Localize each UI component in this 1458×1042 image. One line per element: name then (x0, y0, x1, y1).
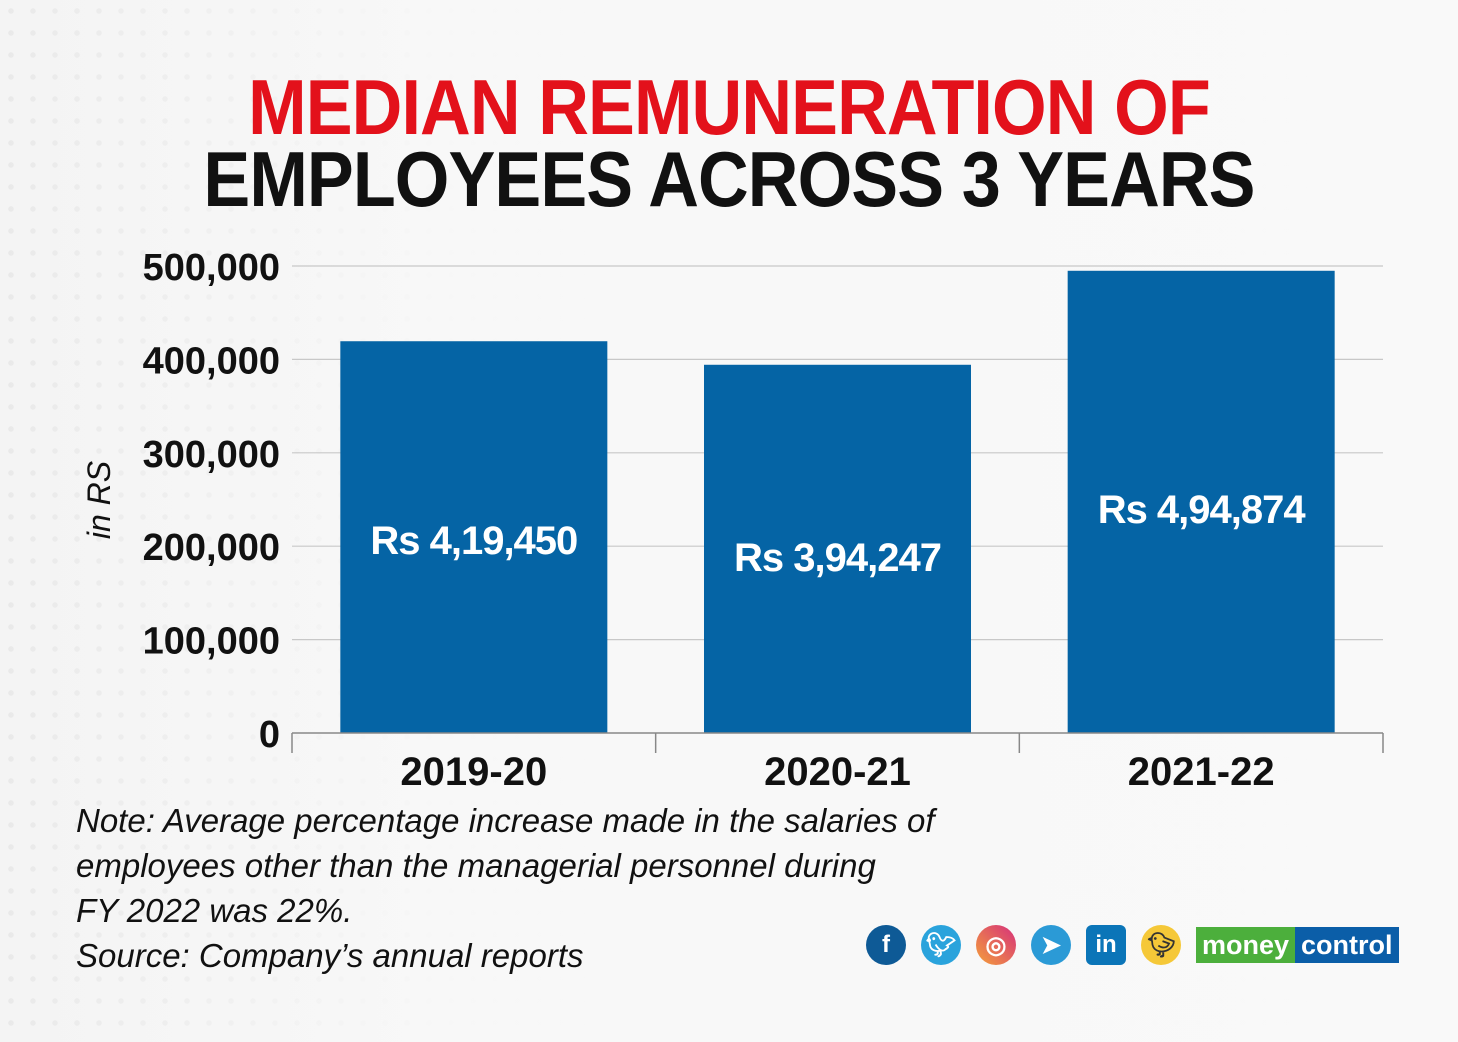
logo-part-money: money (1196, 927, 1296, 963)
y-tick-label: 100,000 (143, 621, 280, 663)
moneycontrol-logo: money control (1196, 927, 1399, 963)
title-line-1: MEDIAN REMUNERATION OF (248, 63, 1211, 151)
facebook-icon[interactable]: f (866, 925, 906, 965)
instagram-icon[interactable]: ◎ (976, 925, 1016, 965)
twitter-icon[interactable]: 🐦︎ (921, 925, 961, 965)
bar (1067, 270, 1335, 733)
y-axis-label: in RS (81, 461, 117, 539)
y-tick-label: 500,000 (143, 247, 280, 289)
source-text: Source: Company’s annual reports (76, 937, 584, 974)
social-footer: f 🐦︎ ◎ ➤ in 🐤︎ money control (866, 925, 1399, 965)
note-line: employees other than the managerial pers… (76, 847, 876, 884)
y-tick-label: 300,000 (143, 434, 280, 476)
bar (704, 364, 971, 733)
linkedin-icon[interactable]: in (1086, 925, 1126, 965)
koo-icon[interactable]: 🐤︎ (1141, 925, 1181, 965)
y-tick-label: 400,000 (143, 340, 280, 382)
note-line: FY 2022 was 22%. (76, 892, 353, 929)
logo-part-control: control (1295, 927, 1399, 963)
y-tick-label: 200,000 (143, 527, 280, 569)
title-line-2: EMPLOYEES ACROSS 3 YEARS (203, 135, 1255, 223)
data-label: Rs 3,94,247 (734, 536, 941, 580)
x-tick-label: 2021-22 (1128, 750, 1275, 794)
bar (340, 341, 608, 733)
x-tick-label: 2019-20 (400, 750, 547, 794)
note-line: Note: Average percentage increase made i… (76, 802, 935, 839)
data-label: Rs 4,19,450 (370, 519, 577, 563)
note: Note: Average percentage increase made i… (76, 798, 935, 978)
telegram-icon[interactable]: ➤ (1031, 925, 1071, 965)
y-tick-label: 0 (259, 714, 280, 756)
x-tick-label: 2020-21 (764, 750, 911, 794)
data-label: Rs 4,94,874 (1098, 488, 1307, 532)
